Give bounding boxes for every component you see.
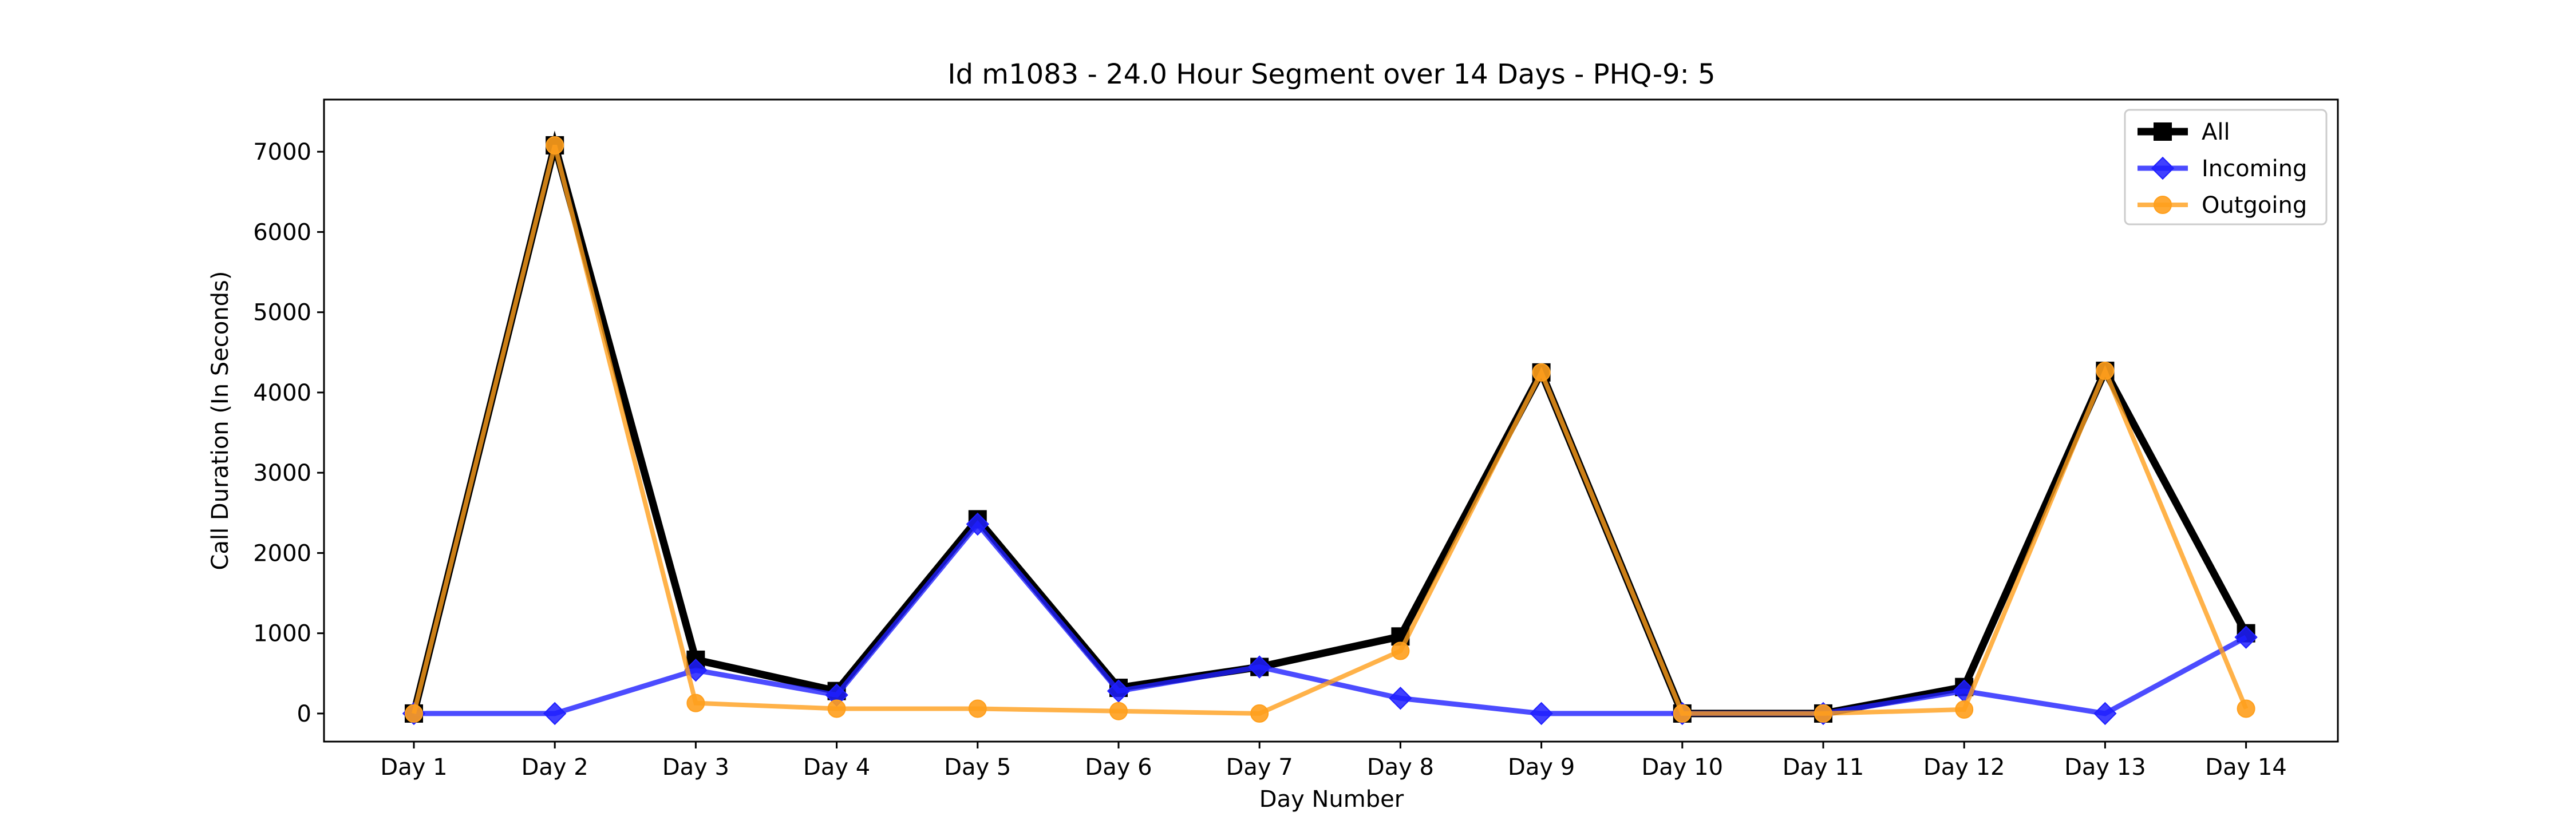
series-line-all — [410, 130, 2250, 718]
y-tick-label: 4000 — [253, 380, 311, 406]
y-tick-label: 5000 — [253, 300, 311, 326]
data-point-outgoing — [2237, 699, 2255, 718]
plot-frame — [323, 98, 2339, 743]
x-tick-label: Day 13 — [2064, 754, 2146, 781]
chart-title: Id m1083 - 24.0 Hour Segment over 14 Day… — [947, 58, 1715, 90]
x-tick-label: Day 8 — [1367, 754, 1434, 781]
data-point-incoming — [2234, 625, 2258, 649]
x-tick-label: Day 10 — [1641, 754, 1723, 781]
data-point-outgoing — [686, 694, 705, 712]
legend-item-all: All — [2138, 119, 2230, 145]
legend-label: All — [2202, 119, 2230, 145]
data-point-outgoing — [1673, 704, 1692, 723]
y-tick-label: 2000 — [253, 540, 311, 566]
legend-label: Incoming — [2202, 156, 2307, 182]
x-tick-label: Day 9 — [1508, 754, 1575, 781]
series-all — [405, 130, 2255, 723]
x-tick-label: Day 4 — [803, 754, 870, 781]
legend: All Incoming Outgoing — [2124, 109, 2328, 225]
data-point-outgoing — [1532, 363, 1551, 382]
data-point-outgoing — [405, 704, 423, 723]
y-tick-label: 7000 — [253, 139, 311, 165]
data-point-incoming — [1389, 687, 1412, 710]
data-point-outgoing — [2096, 362, 2115, 381]
legend-label: Outgoing — [2202, 192, 2307, 219]
data-point-outgoing — [1955, 700, 1974, 719]
y-axis-label: Call Duration (In Seconds) — [207, 271, 234, 571]
legend-box — [2124, 109, 2328, 225]
data-point-incoming — [1107, 679, 1131, 703]
legend-marker — [2151, 156, 2175, 180]
data-point-incoming — [543, 702, 567, 726]
data-point-incoming — [1530, 702, 1553, 726]
x-tick-label: Day 3 — [662, 754, 729, 781]
data-point-outgoing — [1109, 702, 1128, 720]
data-point-outgoing — [968, 699, 987, 718]
x-tick-label: Day 7 — [1226, 754, 1293, 781]
legend-item-incoming: Incoming — [2138, 156, 2307, 182]
x-tick-label: Day 6 — [1085, 754, 1152, 781]
legend-item-outgoing: Outgoing — [2138, 192, 2307, 219]
data-point-outgoing — [1250, 704, 1269, 723]
data-point-incoming — [1248, 655, 1271, 679]
x-tick-label: Day 14 — [2205, 754, 2287, 781]
x-tick-label: Day 5 — [944, 754, 1011, 781]
x-axis-label: Day Number — [1259, 786, 1404, 813]
data-point-incoming — [2093, 702, 2117, 726]
series-line-outgoing — [412, 144, 2249, 716]
legend-marker — [2154, 196, 2172, 214]
legend-marker — [2154, 122, 2172, 141]
data-point-incoming — [966, 512, 989, 536]
data-point-outgoing — [827, 699, 846, 718]
series-outgoing — [405, 136, 2255, 723]
data-point-outgoing — [1391, 641, 1410, 660]
y-tick-label: 6000 — [253, 219, 311, 245]
data-point-outgoing — [546, 136, 564, 154]
x-tick-label: Day 11 — [1783, 754, 1864, 781]
y-tick-label: 3000 — [253, 460, 311, 486]
x-tick-label: Day 1 — [380, 754, 447, 781]
y-tick-label: 0 — [297, 701, 311, 727]
data-point-outgoing — [1814, 704, 1832, 723]
x-tick-label: Day 12 — [1923, 754, 2005, 781]
x-tick-label: Day 2 — [521, 754, 588, 781]
y-tick-label: 1000 — [253, 621, 311, 647]
